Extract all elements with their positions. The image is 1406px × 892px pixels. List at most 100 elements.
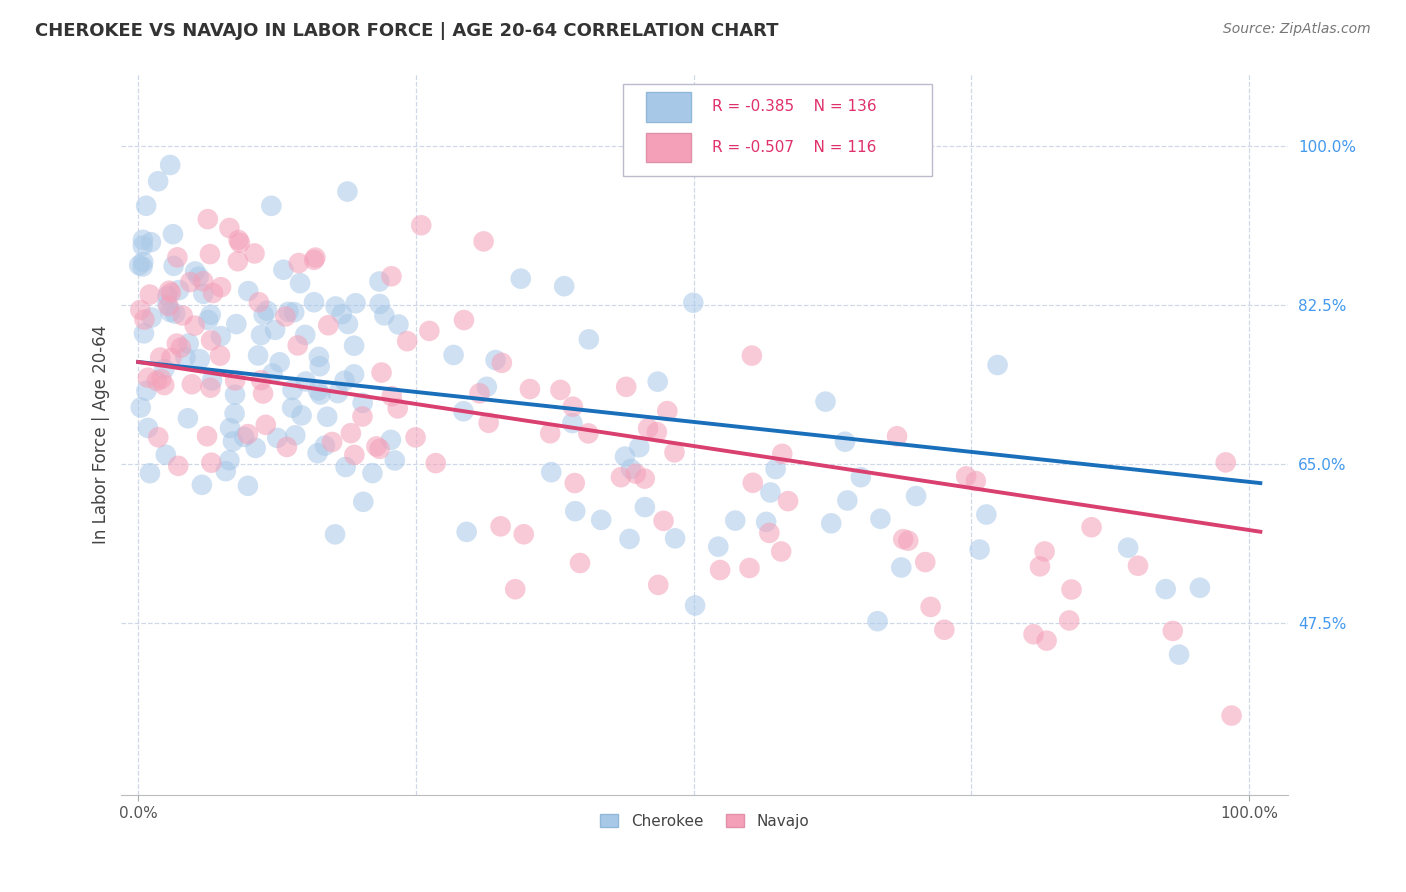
Point xyxy=(281,401,304,415)
Point xyxy=(765,462,787,476)
Point xyxy=(277,305,299,319)
Text: R = -0.507    N = 116: R = -0.507 N = 116 xyxy=(711,140,876,155)
Point xyxy=(564,476,586,491)
Point xyxy=(519,382,541,396)
Point xyxy=(247,295,270,310)
Point xyxy=(160,285,183,300)
Point xyxy=(135,384,157,398)
Point xyxy=(208,349,231,363)
Point xyxy=(200,456,222,470)
Point xyxy=(759,485,782,500)
Point xyxy=(553,279,575,293)
Point xyxy=(131,260,153,274)
Point xyxy=(707,540,730,554)
Point xyxy=(135,199,157,213)
Point xyxy=(366,439,388,453)
Point xyxy=(177,336,200,351)
Point xyxy=(724,514,747,528)
Point xyxy=(491,356,513,370)
Point xyxy=(591,513,613,527)
Point xyxy=(166,336,188,351)
Point xyxy=(238,284,260,298)
Point xyxy=(755,515,778,529)
Point xyxy=(820,516,842,531)
Point xyxy=(418,324,440,338)
Point xyxy=(411,219,433,233)
Point xyxy=(309,387,332,401)
Point xyxy=(150,372,173,386)
Point xyxy=(256,303,278,318)
Point xyxy=(664,445,686,459)
Point xyxy=(340,426,363,441)
Point xyxy=(314,439,336,453)
Point xyxy=(177,411,200,425)
Point xyxy=(201,374,224,388)
Point xyxy=(468,386,491,401)
Point xyxy=(224,407,246,421)
Point xyxy=(288,256,311,270)
Point xyxy=(610,470,633,484)
Point xyxy=(368,442,391,456)
Point xyxy=(236,427,259,442)
Point xyxy=(758,525,780,540)
Point xyxy=(156,297,179,311)
Point xyxy=(193,286,215,301)
Point xyxy=(162,227,184,242)
Point xyxy=(179,275,201,289)
Point xyxy=(628,440,651,454)
Point xyxy=(614,450,637,464)
Point xyxy=(247,349,270,363)
Point xyxy=(1168,648,1191,662)
Point xyxy=(302,295,325,310)
Point xyxy=(281,383,304,397)
Point xyxy=(905,489,928,503)
Point xyxy=(209,329,232,343)
Point xyxy=(869,512,891,526)
Point xyxy=(344,296,367,310)
Point xyxy=(453,313,475,327)
Point xyxy=(193,274,215,288)
Point xyxy=(361,466,384,480)
Point xyxy=(149,351,172,365)
Point xyxy=(200,334,222,348)
Point xyxy=(155,448,177,462)
Point xyxy=(512,527,534,541)
Point xyxy=(368,275,391,289)
Point xyxy=(1215,455,1237,469)
Point xyxy=(370,366,392,380)
Point xyxy=(157,284,180,298)
Point xyxy=(287,338,309,352)
Point xyxy=(307,446,329,460)
Point xyxy=(163,259,186,273)
Point xyxy=(778,494,800,508)
Point xyxy=(987,358,1010,372)
Point xyxy=(849,470,872,484)
Point xyxy=(132,239,155,253)
Point xyxy=(380,433,402,447)
Point xyxy=(264,323,287,337)
Point xyxy=(139,235,162,250)
Point xyxy=(1060,582,1083,597)
Point xyxy=(273,262,295,277)
Point xyxy=(170,341,193,355)
Point xyxy=(330,307,353,321)
Point xyxy=(569,556,592,570)
Bar xyxy=(647,92,690,121)
Point xyxy=(291,409,314,423)
Point xyxy=(741,349,763,363)
Point xyxy=(183,318,205,333)
Point xyxy=(934,623,956,637)
Point xyxy=(741,475,763,490)
Point xyxy=(276,440,298,454)
Point xyxy=(387,401,409,416)
Point xyxy=(1126,558,1149,573)
Point xyxy=(343,368,366,382)
Point xyxy=(153,378,176,392)
Point xyxy=(550,383,572,397)
Point xyxy=(321,435,343,450)
Point xyxy=(260,199,283,213)
Point xyxy=(425,456,447,470)
Point xyxy=(1220,708,1243,723)
Point xyxy=(308,359,330,374)
Point xyxy=(229,235,252,250)
